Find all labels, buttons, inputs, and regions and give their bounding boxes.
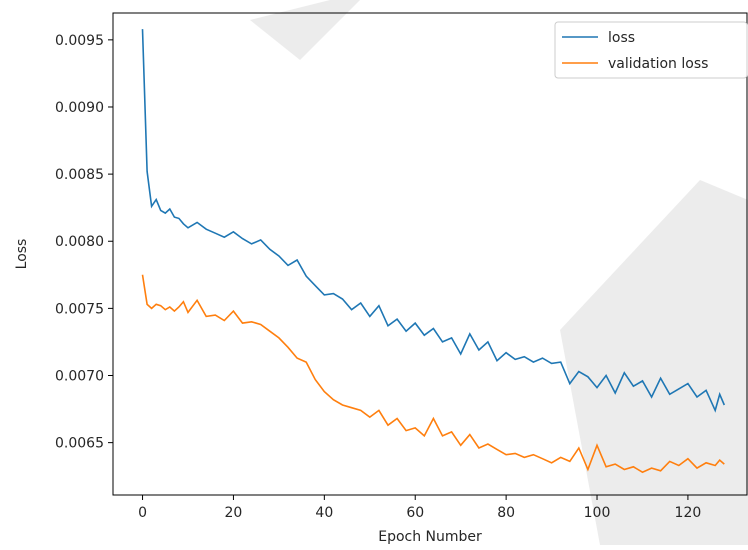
x-tick-label: 0: [138, 505, 147, 521]
y-tick-label: 0.0085: [55, 167, 104, 183]
x-tick-label: 20: [225, 505, 243, 521]
loss-line: [141, 29, 726, 413]
y-tick-label: 0.0065: [55, 436, 104, 452]
x-tick-label: 80: [497, 505, 515, 521]
y-tick-label: 0.0090: [55, 100, 104, 116]
legend-label-loss: loss: [608, 30, 635, 46]
y-axis-label: Loss: [14, 239, 30, 270]
validation-loss-line: [141, 274, 725, 474]
y-axis: 0.0065 0.0070 0.0075 0.0080 0.0085 0.0090 0.00…: [55, 33, 113, 452]
legend-label-validation-loss: validation loss: [608, 56, 708, 72]
x-tick-label: 120: [675, 505, 702, 521]
legend-box: [554, 21, 748, 79]
y-tick-label: 0.0080: [55, 234, 104, 250]
x-tick-label: 60: [406, 505, 424, 521]
watermark: [250, 0, 748, 545]
plot-area: [112, 12, 748, 496]
y-tick-label: 0.0075: [55, 301, 104, 317]
y-tick-label: 0.0070: [55, 369, 104, 385]
x-tick-label: 40: [315, 505, 333, 521]
x-tick-label: 100: [584, 505, 611, 521]
x-axis-label: Epoch Number: [378, 529, 482, 545]
legend: loss validation loss: [554, 21, 748, 79]
x-axis: 0 20 40 60 80 100 120: [138, 495, 701, 521]
y-tick-label: 0.0095: [55, 33, 104, 49]
